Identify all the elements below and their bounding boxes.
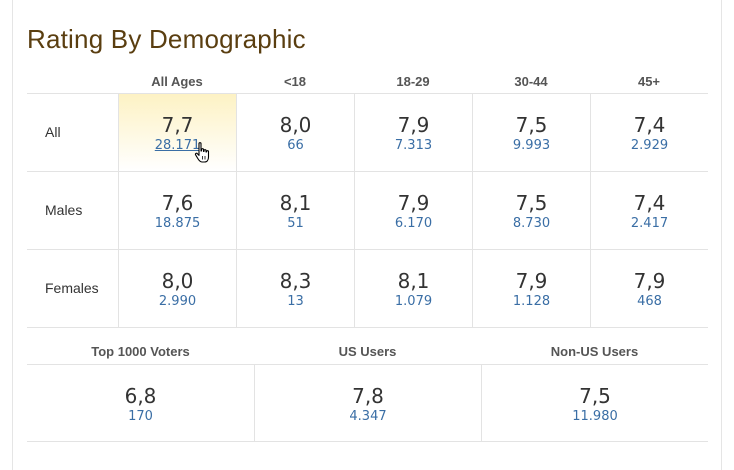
rating-cell: 7,5 11.980	[481, 365, 708, 441]
rating-value: 7,5	[515, 191, 548, 215]
rating-cell: 7,6 18.875	[118, 172, 236, 249]
votes-link[interactable]: 468	[637, 294, 662, 309]
section-title: Rating By Demographic	[27, 24, 306, 54]
votes-link[interactable]: 7.313	[394, 138, 433, 153]
column-header-45-plus: 45+	[637, 74, 661, 89]
rating-cell: 7,5 9.993	[472, 94, 590, 171]
rating-value: 7,9	[397, 113, 430, 137]
votes-link[interactable]: 170	[128, 409, 153, 424]
votes-link[interactable]: 6.170	[394, 216, 433, 231]
group-header-us-users: US Users	[338, 344, 397, 359]
rating-value: 7,4	[633, 113, 666, 137]
rating-value: 7,5	[579, 384, 611, 408]
rating-value: 8,0	[161, 269, 194, 293]
rating-value: 8,3	[279, 269, 312, 293]
votes-link[interactable]: 4.347	[349, 409, 387, 424]
group-header-non-us-users: Non-US Users	[550, 344, 639, 359]
row-label: Females	[45, 280, 99, 296]
hand-pointer-icon	[194, 142, 210, 163]
rating-cell: 8,0 2.990	[118, 250, 236, 327]
votes-link[interactable]: 13	[287, 294, 304, 309]
rating-cell: 7,5 8.730	[472, 172, 590, 249]
rating-cell: 7,9 468	[590, 250, 708, 327]
rating-value: 7,9	[633, 269, 666, 293]
rating-value: 7,8	[352, 384, 384, 408]
votes-link[interactable]: 51	[287, 216, 304, 231]
votes-link[interactable]: 18.875	[154, 216, 201, 231]
column-header-all-ages: All Ages	[151, 74, 203, 89]
group-row: 6,8 170 7,8 4.347 7,5 11.980	[27, 365, 708, 442]
column-header-row: All Ages <18 18-29 30-44 45+	[27, 68, 708, 93]
rating-value: 7,9	[515, 269, 548, 293]
votes-link[interactable]: 8.730	[512, 216, 551, 231]
rating-cell: 8,0 66	[236, 94, 354, 171]
rating-cell: 7,7 28.171	[118, 94, 236, 171]
rating-cell: 8,3 13	[236, 250, 354, 327]
votes-link[interactable]: 2.417	[630, 216, 669, 231]
rating-panel	[12, 0, 722, 470]
rating-value: 7,4	[633, 191, 666, 215]
table-row-females: Females 8,0 2.990 8,3 13 8,1 1.079 7,9 1…	[27, 249, 708, 328]
votes-link[interactable]: 1.079	[394, 294, 433, 309]
rating-cell: 7,9 1.128	[472, 250, 590, 327]
votes-link[interactable]: 9.993	[512, 138, 551, 153]
column-header-under-18: <18	[283, 74, 307, 89]
rating-value: 7,6	[161, 191, 194, 215]
rating-cell: 6,8 170	[27, 365, 254, 441]
group-header-row: Top 1000 Voters US Users Non-US Users	[27, 340, 708, 365]
row-label: Males	[45, 202, 83, 218]
votes-link[interactable]: 28.171	[154, 138, 201, 153]
column-header-18-29: 18-29	[396, 74, 430, 89]
rating-cell: 8,1 1.079	[354, 250, 472, 327]
table-row-all: All 7,7 28.171 8,0 66 7,9 7.313 7,5 9.99…	[27, 93, 708, 171]
group-header-top-1000: Top 1000 Voters	[91, 344, 190, 359]
votes-link[interactable]: 1.128	[512, 294, 551, 309]
votes-link[interactable]: 11.980	[572, 409, 618, 424]
rating-value: 6,8	[124, 384, 157, 408]
row-label: All	[45, 124, 61, 140]
rating-cell: 7,9 7.313	[354, 94, 472, 171]
table-row-males: Males 7,6 18.875 8,1 51 7,9 6.170 7,5 8.…	[27, 171, 708, 249]
votes-link[interactable]: 2.990	[158, 294, 197, 309]
demographic-grid: All Ages <18 18-29 30-44 45+ All 7,7 28.…	[27, 68, 708, 328]
rating-cell: 7,9 6.170	[354, 172, 472, 249]
rating-cell: 7,4 2.417	[590, 172, 708, 249]
rating-cell: 7,8 4.347	[254, 365, 481, 441]
rating-value: 7,5	[515, 113, 548, 137]
rating-value: 8,0	[279, 113, 312, 137]
rating-value: 8,1	[279, 191, 312, 215]
user-group-grid: Top 1000 Voters US Users Non-US Users 6,…	[27, 340, 708, 442]
rating-value: 7,9	[397, 191, 430, 215]
column-header-30-44: 30-44	[514, 74, 548, 89]
rating-value: 7,7	[161, 113, 194, 137]
votes-link[interactable]: 66	[287, 138, 304, 153]
rating-cell: 7,4 2.929	[590, 94, 708, 171]
rating-cell: 8,1 51	[236, 172, 354, 249]
rating-value: 8,1	[397, 269, 430, 293]
votes-link[interactable]: 2.929	[630, 138, 669, 153]
